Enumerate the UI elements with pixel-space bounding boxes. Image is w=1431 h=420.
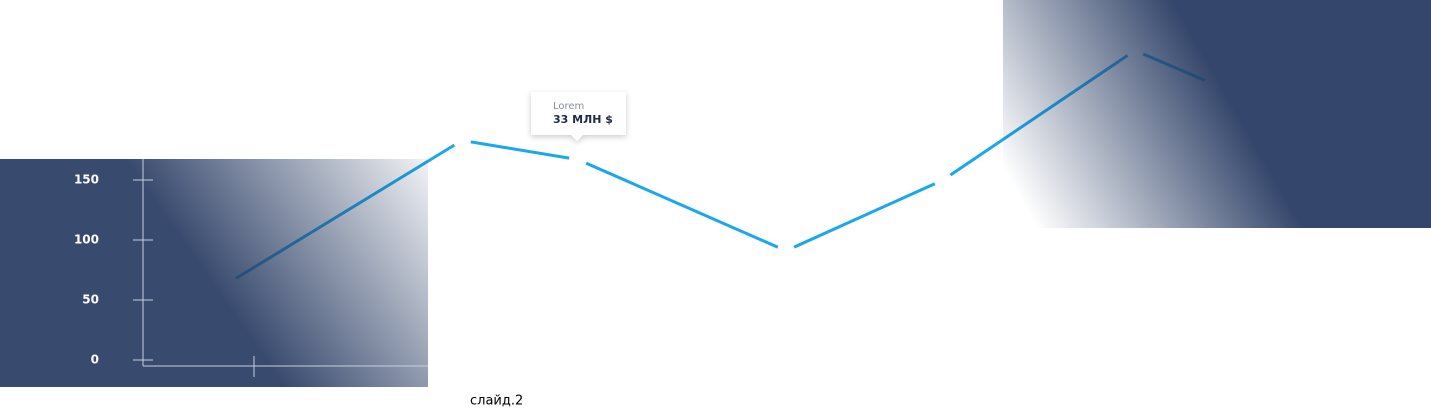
tooltip: Lorem 33 МЛН $: [531, 92, 626, 141]
tooltip-value: 33 МЛН $: [553, 113, 613, 126]
y-tick-label: 50: [82, 293, 99, 307]
right-panel: [1003, 0, 1431, 228]
y-tick-label: 100: [74, 233, 99, 247]
left-panel: [0, 159, 428, 387]
caption: слайд.2: [470, 394, 523, 409]
y-tick-label: 150: [74, 173, 99, 187]
tooltip-box: [531, 92, 626, 141]
tooltip-label: Lorem: [553, 101, 584, 112]
y-tick-label: 0: [91, 353, 99, 367]
